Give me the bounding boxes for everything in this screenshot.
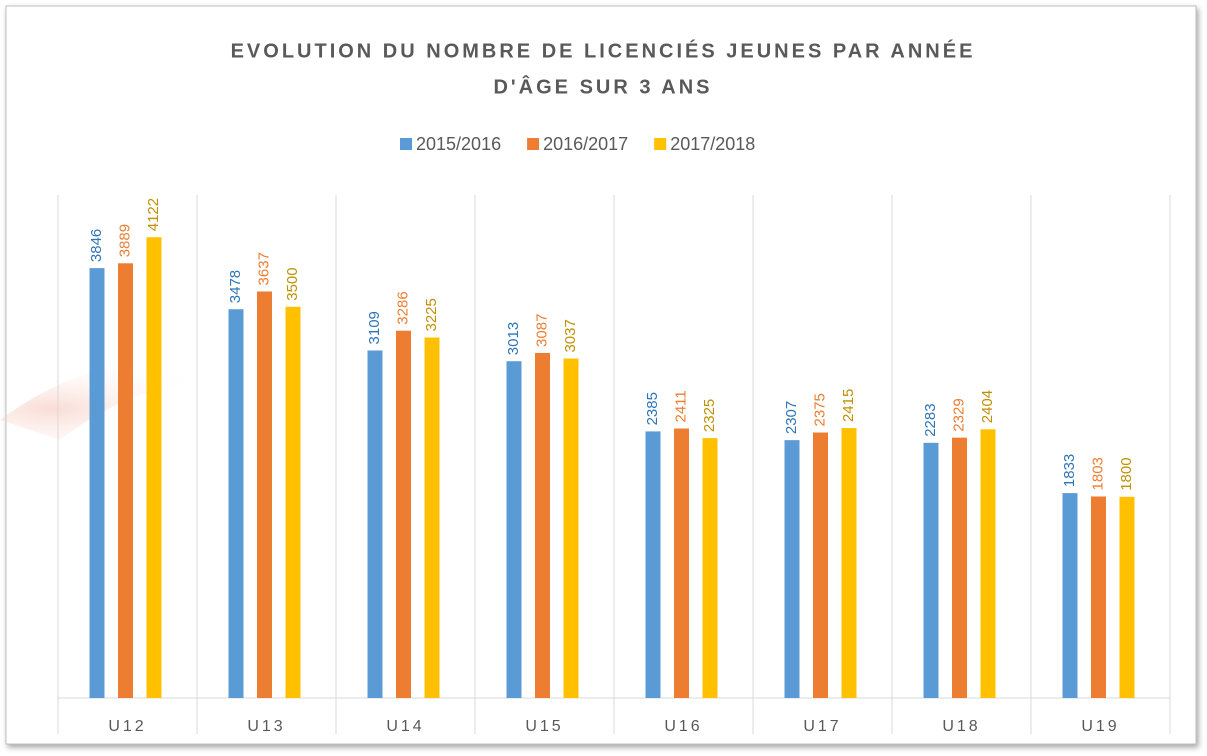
bar (89, 268, 105, 698)
data-label: 2385 (644, 392, 661, 425)
bar (841, 428, 857, 698)
data-label: 4122 (145, 198, 162, 231)
data-label: 2329 (950, 398, 967, 431)
data-label: 1833 (1061, 454, 1078, 487)
bar (674, 428, 689, 698)
bar (980, 429, 996, 698)
bar (257, 291, 272, 698)
bar (923, 442, 939, 698)
data-label: 3087 (533, 314, 550, 347)
bar (702, 438, 718, 698)
x-tick-label: U12 (108, 718, 146, 735)
x-tick-label: U17 (803, 718, 841, 735)
data-label: 3109 (366, 311, 383, 344)
x-tick-label: U15 (525, 718, 563, 735)
bar (424, 337, 440, 698)
data-label: 3286 (394, 291, 411, 324)
data-label: 2283 (922, 403, 939, 436)
data-label: 3500 (284, 267, 301, 300)
bar (535, 352, 550, 698)
x-tick-label: U13 (247, 718, 285, 735)
bar (396, 330, 411, 698)
bar (285, 306, 301, 698)
data-label: 3037 (562, 319, 579, 352)
data-label: 2307 (783, 401, 800, 434)
bar (1091, 496, 1106, 698)
bar (1119, 496, 1135, 698)
legend-swatch (400, 138, 412, 150)
x-tick-label: U19 (1081, 718, 1119, 735)
bar (1062, 493, 1078, 698)
data-label: 3846 (88, 229, 105, 262)
chart-title: EVOLUTION DU NOMBRE DE LICENCIÉS JEUNES … (231, 39, 976, 62)
data-label: 2411 (672, 390, 689, 422)
data-label: 1800 (1118, 457, 1135, 490)
x-tick-label: U18 (942, 718, 980, 735)
data-label: 3013 (505, 322, 522, 355)
bar (506, 361, 522, 698)
bar (228, 309, 244, 698)
data-label: 3889 (116, 224, 133, 257)
data-label: 2375 (811, 393, 828, 426)
chart-title: D'ÂGE SUR 3 ANS (493, 74, 712, 98)
data-label: 2415 (840, 389, 857, 422)
data-label: 1803 (1089, 457, 1106, 490)
data-label: 3637 (255, 252, 272, 285)
bar (118, 263, 133, 698)
bar (784, 440, 800, 698)
bar (813, 432, 828, 698)
legend-label: 2016/2017 (543, 134, 628, 154)
data-label: 3478 (227, 270, 244, 303)
legend-swatch (527, 138, 540, 150)
x-tick-label: U14 (386, 718, 424, 735)
bar (367, 350, 383, 698)
legend-label: 2017/2018 (670, 134, 755, 154)
bar (952, 437, 967, 698)
data-label: 2325 (701, 399, 718, 432)
data-label: 3225 (423, 298, 440, 331)
bar (645, 431, 661, 698)
legend-label: 2015/2016 (416, 134, 501, 154)
legend-swatch (654, 138, 667, 150)
x-tick-label: U16 (664, 718, 702, 735)
background-swoosh (0, 362, 260, 440)
bar (146, 237, 162, 698)
bar (563, 358, 579, 698)
data-label: 2404 (979, 390, 996, 423)
